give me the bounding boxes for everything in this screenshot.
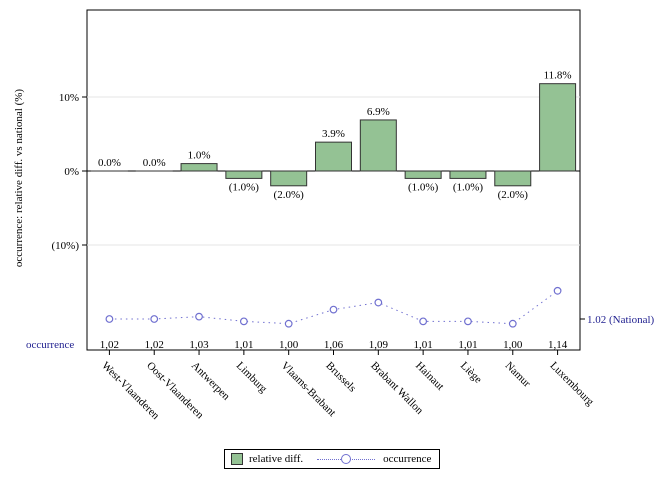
bar-5 — [315, 141, 352, 172]
bar-8 — [449, 170, 487, 179]
occurrence-point-1 — [150, 315, 159, 323]
bar-label-1: 0.0% — [143, 157, 166, 169]
bar-6 — [359, 119, 397, 172]
y-tick-label-1: 0% — [64, 166, 79, 178]
bar-label-0: 0.0% — [98, 157, 121, 169]
occurrence-point-3 — [239, 317, 248, 326]
legend-label-relative-diff: relative diff. — [249, 453, 304, 465]
x-tick-label-7: Hainaut — [413, 360, 446, 393]
x-tick-label-3: Limburg — [234, 360, 270, 396]
occurrence-value-10: 1,14 — [548, 339, 568, 351]
legend: relative diff. occurrence — [224, 449, 440, 469]
bar-9 — [494, 170, 532, 187]
occurrence-point-0 — [105, 315, 114, 323]
x-tick-label-10: Luxembourg — [547, 360, 596, 409]
occurrence-value-4: 1,00 — [279, 339, 299, 351]
occurrence-value-8: 1,01 — [458, 339, 477, 351]
legend-label-occurrence: occurrence — [383, 453, 432, 465]
bar-label-10: 11.8% — [544, 70, 572, 82]
bar-label-5: 3.9% — [322, 128, 345, 140]
occurrence-point-8 — [464, 317, 472, 326]
x-tick-label-8: Liège — [458, 360, 484, 386]
occurrence-value-7: 1,01 — [414, 339, 433, 351]
bar-label-8: (1.0%) — [453, 181, 484, 193]
x-tick-label-5: Brussels — [323, 360, 358, 395]
occurrence-point-4 — [284, 319, 293, 328]
occurrence-value-1: 1,02 — [145, 339, 164, 351]
occurrence-value-3: 1,01 — [234, 339, 253, 351]
x-tick-label-2: Antwerpen — [189, 360, 232, 403]
occurrence-row-label: occurrence — [26, 339, 74, 351]
occurrence-point-2 — [195, 312, 203, 321]
y-axis-label: occurrence: relative diff. vs national (… — [13, 89, 25, 267]
legend-swatch-occurrence — [317, 454, 376, 464]
bar-2 — [180, 163, 218, 172]
occurrence-point-7 — [419, 317, 428, 326]
occurrence-point-10 — [553, 286, 562, 295]
bar-3 — [225, 170, 263, 179]
occurrence-value-0: 1,02 — [100, 339, 119, 351]
occurrence-value-9: 1,00 — [503, 339, 523, 351]
occurrence-point-6 — [374, 298, 383, 307]
national-reference-label: 1.02 (National) — [587, 314, 655, 326]
bars — [90, 83, 577, 187]
legend-swatch-relative-diff — [231, 453, 243, 465]
y-tick-label-2: 10% — [59, 92, 79, 104]
y-axis-ticks: (10%) 0% 10% — [52, 92, 87, 252]
bar-label-2: 1.0% — [188, 150, 211, 162]
occurrence-value-6: 1,09 — [369, 339, 389, 351]
bar-label-7: (1.0%) — [408, 181, 439, 193]
bar-7 — [404, 170, 442, 179]
bar-value-labels: 0.0% 0.0% 1.0% (1.0%) (2.0%) 3.9% 6.9% (1.0%) (1… — [98, 70, 572, 201]
bar-label-6: 6.9% — [367, 106, 390, 118]
occurrence-series: 1,02 1,02 1,03 1,01 1,00 1,06 1,09 1,01 1,01 1,00… — [100, 286, 585, 351]
occurrence-point-5 — [329, 305, 338, 314]
y-tick-label-0: (10%) — [52, 240, 80, 252]
x-tick-label-9: Namur — [503, 360, 533, 390]
bar-label-9: (2.0%) — [498, 189, 529, 201]
bar-label-4: (2.0%) — [274, 189, 305, 201]
bar-label-3: (1.0%) — [229, 181, 260, 193]
occurrence-value-5: 1,06 — [324, 339, 344, 351]
occurrence-value-2: 1,03 — [189, 339, 209, 351]
bar-4 — [270, 170, 308, 187]
bar-10 — [539, 83, 577, 172]
occurrence-point-9 — [508, 319, 517, 328]
